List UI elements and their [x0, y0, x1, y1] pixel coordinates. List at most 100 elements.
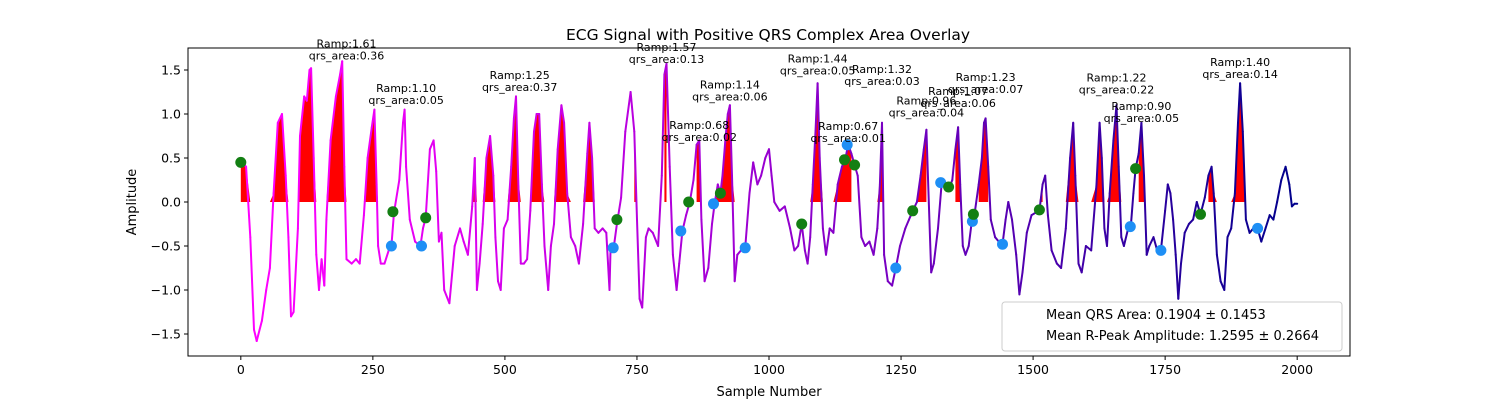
qrs-offset-marker	[967, 208, 979, 220]
ecg-signal-segment	[647, 227, 654, 234]
annotation-ramp-label: Ramp:1.22	[1086, 72, 1146, 85]
ecg-signal-segment	[517, 174, 522, 265]
ecg-signal-segment	[1272, 201, 1279, 221]
ecg-signal-segment	[608, 249, 612, 291]
ecg-signal-segment	[312, 157, 318, 256]
ecg-signal-segment	[453, 227, 461, 247]
ecg-signal-segment	[899, 227, 907, 247]
ecg-signal-segment	[296, 135, 301, 230]
ecg-signal-segment	[806, 236, 812, 265]
ecg-signal-segment	[1215, 253, 1222, 283]
ecg-signal-segment	[665, 62, 671, 168]
ecg-signal-segment	[974, 183, 980, 212]
ecg-signal-segment	[1046, 214, 1053, 252]
annotation-qrs-area-label: qrs_area:0.03	[844, 75, 919, 88]
ecg-signal-segment	[272, 121, 279, 195]
ecg-signal-segment	[1280, 165, 1287, 181]
ecg-signal-segment	[459, 227, 465, 243]
qrs-offset-marker	[1130, 163, 1142, 175]
ecg-signal-segment	[1166, 183, 1172, 195]
ecg-signal-segment	[375, 183, 380, 247]
annotation-qrs-area-label: qrs_area:0.05	[368, 94, 443, 107]
ecg-signal-segment	[657, 174, 663, 247]
ecg-signal-layer	[239, 60, 1299, 342]
ecg-signal-segment	[731, 174, 736, 283]
qrs-offset-marker	[714, 187, 726, 199]
annotation-ramp-label: Ramp:0.68	[669, 119, 729, 132]
x-tick-label: 1750	[1149, 362, 1181, 377]
annotation-ramp-label: Ramp:1.61	[316, 37, 376, 50]
annotation-ramp-label: Ramp:1.23	[956, 71, 1016, 84]
ecg-signal-segment	[481, 157, 488, 225]
ecg-signal-segment	[927, 192, 933, 274]
annotation-qrs-area-label: qrs_area:0.36	[309, 49, 384, 62]
ecg-signal-segment	[1210, 165, 1215, 195]
ecg-signal-segment	[744, 192, 751, 249]
ecg-signal-segment	[358, 214, 365, 265]
ecg-signal-segment	[1015, 253, 1021, 296]
ecg-signal-segment	[597, 227, 604, 234]
y-tick-label: 1.5	[161, 63, 181, 78]
annotation-ramp-label: Ramp:1.32	[852, 63, 912, 76]
annotation-qrs-area-label: qrs_area:0.13	[629, 53, 704, 66]
annotation-layer: Ramp:1.61qrs_area:0.36Ramp:1.10qrs_area:…	[309, 37, 1278, 145]
qrs-onset-marker	[416, 240, 427, 252]
ecg-signal-segment	[553, 148, 559, 225]
ecg-signal-segment	[818, 157, 824, 230]
annotation-ramp-label: Ramp:1.40	[1210, 56, 1270, 69]
ecg-signal-segment	[1159, 209, 1167, 252]
ecg-signal-segment	[937, 181, 943, 230]
ecg-signal-segment	[1044, 174, 1049, 217]
ecg-signal-segment	[424, 148, 431, 219]
annotation-qrs-area-label: qrs_area:0.07	[948, 83, 1023, 96]
ecg-signal-segment	[728, 104, 733, 177]
legend-entry-mean-qrs-area: Mean QRS Area: 0.1904 ± 0.1453	[1046, 308, 1266, 323]
qrs-area-fill-4	[696, 105, 735, 202]
ecg-signal-segment	[883, 253, 889, 283]
qrs-area-fill-3	[664, 63, 667, 202]
annotation-ramp-label: Ramp:1.44	[788, 52, 848, 65]
ecg-signal-segment	[989, 218, 997, 239]
ecg-signal-segment	[249, 236, 255, 331]
ecg-signal-segment	[959, 183, 964, 247]
ecg-signal-segment	[1260, 227, 1267, 243]
annotation-ramp-label: Ramp:1.25	[490, 69, 550, 82]
ecg-signal-segment	[560, 104, 566, 124]
annotation-qrs-area-label: qrs_area:0.05	[1104, 112, 1179, 125]
qrs-onset-marker	[739, 242, 751, 254]
axes: 0 250 500 750 1000 1250 1500 1750 2000 −1.5 −1.0 −0…	[151, 47, 1351, 377]
ecg-signal-segment	[671, 253, 678, 291]
ecg-signal-segment	[733, 253, 739, 283]
x-tick-label: 1250	[885, 362, 917, 377]
ecg-signal-segment	[556, 104, 563, 151]
ecg-signal-segment	[1148, 236, 1155, 247]
ecg-signal-segment	[860, 236, 867, 247]
ecg-signal-segment	[977, 157, 983, 186]
ecg-signal-segment	[383, 249, 390, 265]
ecg-signal-segment	[529, 130, 535, 212]
ecg-signal-segment	[1007, 201, 1013, 221]
qrs-offset-marker	[387, 206, 399, 218]
ecg-signal-segment	[377, 245, 382, 265]
ecg-signal-segment	[1177, 262, 1182, 300]
annotation-qrs-area-label: qrs_area:0.06	[920, 97, 995, 110]
annotation-qrs-area-label: qrs_area:0.22	[1079, 84, 1154, 97]
x-tick-label: 250	[361, 362, 385, 377]
annotation-qrs-area-label: qrs_area:0.37	[482, 81, 557, 94]
x-tick-label: 1500	[1017, 362, 1049, 377]
ecg-signal-segment	[748, 161, 755, 195]
ecg-signal-segment	[925, 128, 930, 195]
ecg-signal-segment	[1021, 231, 1028, 274]
ecg-signal-segment	[930, 262, 935, 274]
qrs-offset-marker	[839, 154, 850, 166]
ecg-signal-segment	[1192, 201, 1198, 221]
qrs-onset-marker	[1252, 222, 1264, 234]
ecg-signal-segment	[515, 95, 520, 177]
ecg-signal-segment	[255, 319, 263, 342]
ecg-signal-segment	[1072, 121, 1077, 177]
y-tick-label: −1.0	[151, 283, 181, 298]
legend-entry-mean-r-peak-amplitude: Mean R-Peak Amplitude: 1.2595 ± 0.2664	[1046, 329, 1319, 344]
annotation-qrs-area-label: qrs_area:0.02	[662, 131, 737, 144]
x-tick-label: 500	[493, 362, 517, 377]
ecg-signal-segment	[343, 165, 348, 261]
